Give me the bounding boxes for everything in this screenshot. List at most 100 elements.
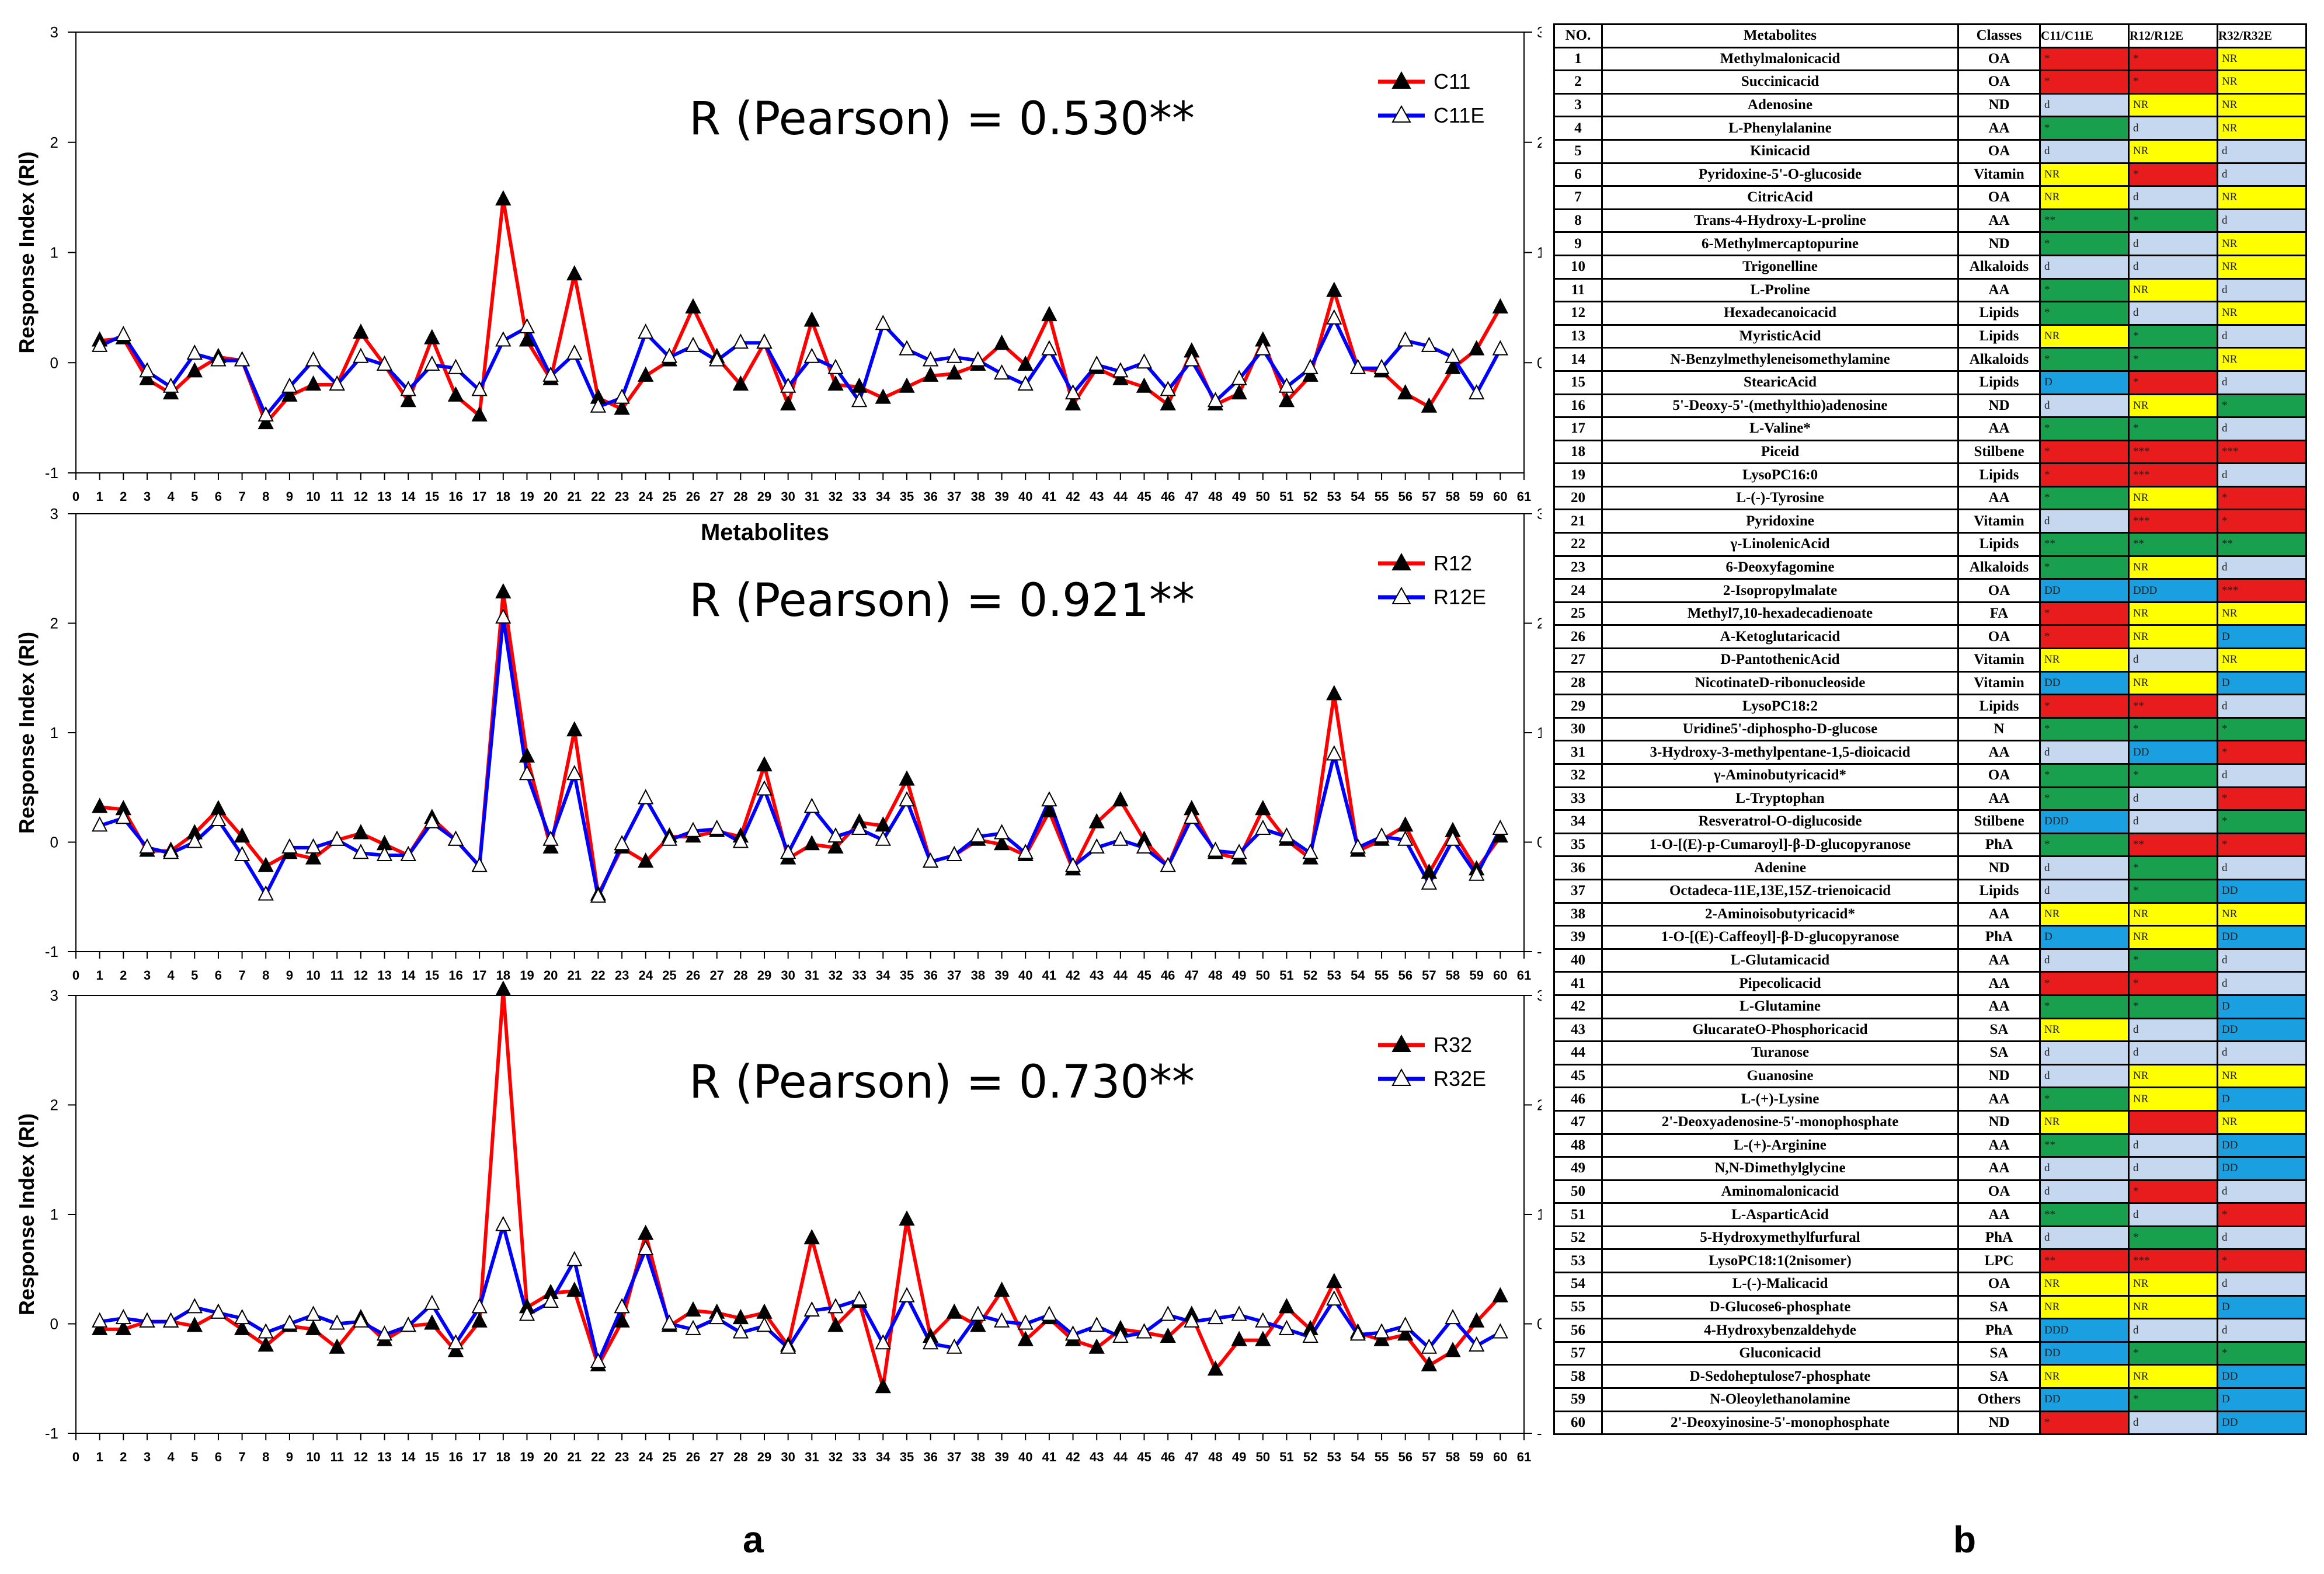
x-tick-label: 16 [448,489,462,504]
metabolite-class: AA [1957,1087,2041,1112]
marker-r32 [1445,1342,1461,1357]
x-tick-label: 47 [1185,1450,1199,1464]
marker-c11e [993,364,1010,380]
x-tick-label: 3 [144,968,151,983]
significance-cell: *** [2128,1248,2218,1274]
x-tick-label: 20 [544,1450,558,1464]
y-tick-label-right: 1 [1537,244,1542,262]
x-tick-label: 29 [757,489,771,504]
metabolite-name: Adenine [1601,855,1959,880]
marker-r12 [638,852,654,868]
x-tick-label: 36 [923,489,937,504]
significance-cell: ** [2039,1248,2130,1274]
marker-c11e [922,351,939,367]
y-tick-label-right: 1 [1537,1206,1542,1223]
x-tick-label: 61 [1517,489,1531,504]
row-number: 32 [1553,763,1603,788]
significance-cell: d [2039,878,2130,904]
row-number: 31 [1553,740,1603,765]
marker-r32 [899,1210,915,1226]
header-cell: NO. [1553,23,1603,48]
table-row: 60 2'-Deoxyinosine-5'-monophosphate ND * d DD [1553,1410,2307,1436]
significance-cell: NR [2217,901,2307,927]
marker-c11e [353,347,369,363]
significance-cell: d [2217,1318,2307,1343]
x-tick-label: 13 [377,968,391,983]
metabolite-class: AA [1957,208,2041,234]
significance-cell: ** [2128,694,2218,719]
x-tick-label: 6 [215,489,222,504]
marker-r32e [732,1323,749,1339]
marker-c11e [1231,370,1247,385]
table-row: 53 LysoPC18:1(2nisomer) LPC ** *** * [1553,1248,2307,1274]
legend-label-r32e: R32E [1434,1067,1486,1091]
metabolite-class: Vitamin [1957,670,2041,696]
table-row: 21 Pyridoxine Vitamin d *** * [1553,509,2307,534]
marker-r32e [139,1312,155,1328]
marker-r32 [1255,1331,1271,1346]
x-tick-label: 27 [709,968,723,983]
x-tick-label: 2 [120,968,127,983]
significance-cell: * [2128,1340,2218,1366]
x-tick-label: 54 [1351,968,1365,983]
x-tick-label: 8 [262,1450,269,1464]
metabolite-class: AA [1957,1133,2041,1158]
significance-cell: NR [2039,185,2130,210]
metabolite-class: Vitamin [1957,509,2041,534]
table-row: 17 L-Valine* AA * * d [1553,416,2307,441]
table-row: 39 1-O-[(E)-Caffeoyl]-β-D-glucopyranose Ph… [1553,925,2307,950]
significance-cell: * [2039,1410,2130,1436]
legend-label-c11e: C11E [1434,103,1484,127]
y-tick-label-right: 1 [1537,244,1542,262]
significance-cell: NR [2039,647,2130,673]
marker-r32 [186,1317,203,1332]
y-axis-label: Response Index (RI) [15,1113,39,1315]
significance-cell: * [2217,716,2307,742]
x-tick-label: 14 [401,968,416,983]
metabolite-name: L-Proline [1601,277,1959,303]
x-tick-label: 19 [520,1450,534,1464]
significance-cell: * [2128,416,2218,441]
significance-cell: d [2128,1318,2218,1343]
significance-cell: d [2039,254,2130,280]
row-number: 10 [1553,254,1603,280]
row-number: 43 [1553,1017,1603,1043]
significance-cell: NR [2128,670,2218,696]
significance-cell: DD [2217,1364,2307,1390]
significance-cell: * [2217,485,2307,511]
marker-r12e [803,798,820,813]
marker-c11e [1302,358,1318,374]
x-tick-label: 14 [401,1450,416,1464]
marker-r12 [1492,827,1508,843]
table-row: 23 6-Deoxyfagomine Alkaloids * NR d [1553,555,2307,580]
table-row: 18 Piceid Stilbene * *** *** [1553,439,2307,465]
significance-cell: d [2039,1225,2130,1251]
significance-cell: ** [2128,532,2218,557]
marker-r32 [495,980,512,996]
x-tick-label: 45 [1137,489,1151,504]
x-tick-label: 53 [1327,489,1341,504]
significance-cell: * [2039,624,2130,650]
table-row: 20 L-(-)-Tyrosine AA * NR * [1553,485,2307,511]
marker-r32e [495,1216,512,1231]
table-row: 11 L-Proline AA * NR d [1553,277,2307,303]
significance-cell: * [2039,832,2130,858]
y-tick-label-left: 3 [50,987,58,1004]
x-tick-label: 30 [781,489,795,504]
x-tick-label: 25 [662,489,676,504]
x-tick-label: 55 [1375,489,1389,504]
metabolite-class: AA [1957,1202,2041,1227]
metabolite-name: Trigonelline [1601,254,1959,280]
significance-cell: *** [2217,578,2307,603]
significance-cell: * [2039,69,2130,95]
table-row: 28 NicotinateD-ribonucleoside Vitamin DD NR D [1553,670,2307,696]
marker-c11e [875,315,891,330]
marker-r32 [946,1303,962,1319]
marker-c11 [946,364,962,380]
marker-r12e [115,809,131,824]
marker-r32e [1397,1317,1414,1332]
marker-r12e [1278,827,1295,843]
table-row: 48 L-(+)-Arginine AA ** d DD [1553,1133,2307,1158]
metabolite-class: SA [1957,1040,2041,1065]
row-number: 4 [1553,116,1603,141]
